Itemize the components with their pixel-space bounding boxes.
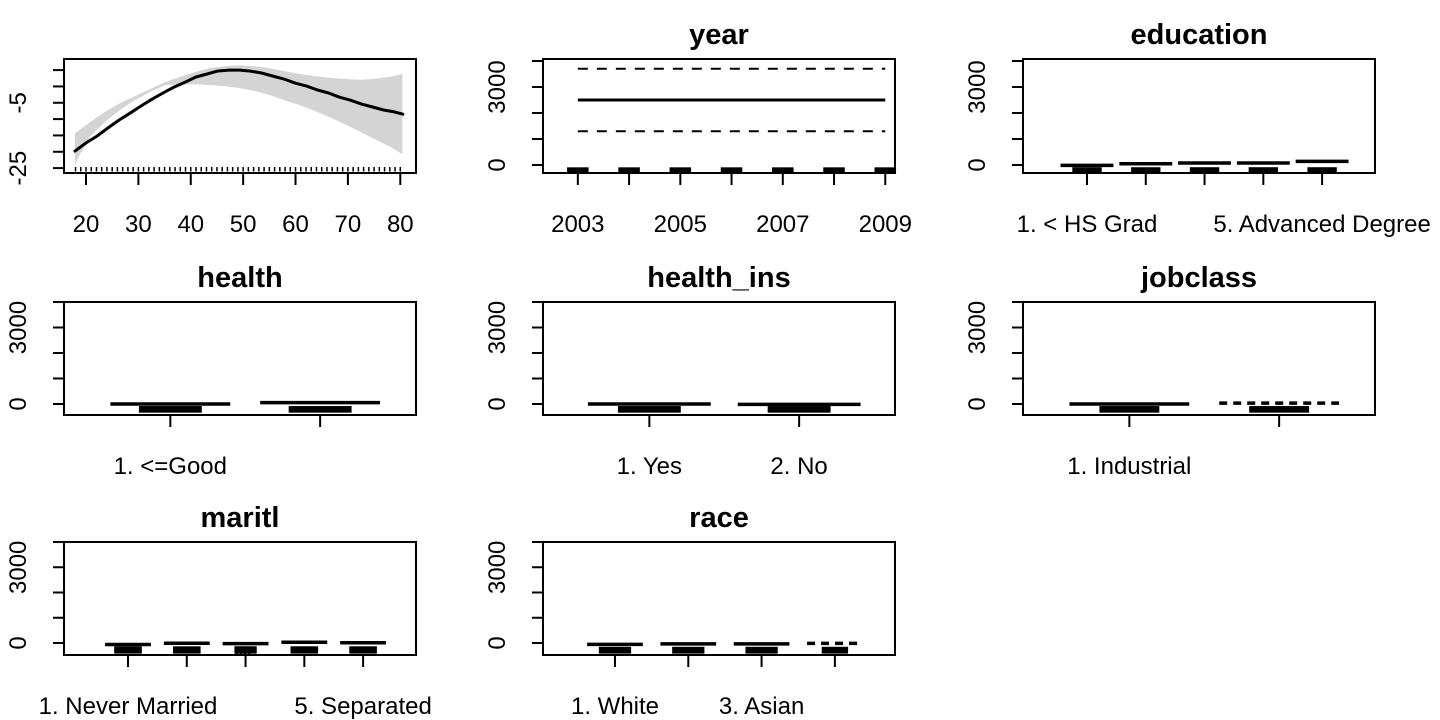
x-axis-tick-label: 80	[387, 211, 414, 238]
panel-year: 0 3000 2003 2005 2007 2009 year	[484, 19, 912, 238]
x-axis-tick-label: 1. Never Married	[39, 693, 218, 720]
x-axis-tick-label: 3. Asian	[719, 693, 804, 720]
panel-title: year	[689, 19, 749, 51]
y-axis-tick-label: -5	[5, 92, 32, 113]
y-axis-tick-label: 3000	[484, 301, 511, 354]
panel-jobclass: 0 3000 1. Industrial jobclass	[964, 262, 1376, 480]
panel-age: -5 -25 20 30 40 50 60 70 80	[5, 58, 417, 238]
panel-frame	[542, 541, 896, 656]
data-bar	[874, 167, 897, 173]
panel-frame	[63, 58, 417, 174]
category-box	[1189, 167, 1220, 174]
y-axis-tick-label: 0	[5, 636, 32, 649]
panel-frame	[63, 301, 417, 416]
panel-title: health_ins	[647, 262, 790, 294]
data-bar	[823, 167, 845, 173]
x-axis-tick-label: 40	[177, 211, 204, 238]
x-axis-tick-label: 20	[73, 211, 100, 238]
y-axis-tick-label: 3000	[5, 301, 32, 354]
panel-health_ins: 0 3000 1. Yes 2. No health_ins	[484, 262, 896, 480]
x-axis-tick-label: 1. White	[571, 693, 659, 720]
panel-education: 0 3000 1. < HS Grad 5. Advanced Degree educa…	[964, 19, 1431, 238]
category-box	[1248, 167, 1279, 174]
category-box	[745, 646, 778, 654]
data-bar	[669, 167, 692, 173]
y-axis-tick-label: -25	[5, 151, 32, 186]
category-box	[821, 646, 849, 654]
y-axis-tick-label: 0	[964, 158, 991, 171]
x-axis-tick-label: 1. Yes	[617, 453, 682, 480]
category-box	[1072, 167, 1102, 174]
panel-frame	[1022, 58, 1376, 174]
y-axis-tick-label: 3000	[5, 541, 32, 594]
category-box	[598, 646, 632, 654]
confidence-band	[75, 65, 403, 164]
category-box	[172, 646, 201, 654]
y-axis-tick-label: 0	[484, 636, 511, 649]
x-axis-tick-label: 5. Advanced Degree	[1213, 211, 1431, 238]
x-axis-tick-label: 2003	[551, 211, 604, 238]
panel-race: 0 3000 1. White 3. Asian race	[484, 502, 896, 720]
y-axis-tick-label: 0	[484, 158, 511, 171]
data-bar	[720, 167, 743, 173]
category-box	[617, 406, 681, 413]
x-axis-tick-label: 2. No	[770, 453, 827, 480]
panel-frame	[1022, 301, 1376, 416]
fit-curve	[73, 68, 405, 153]
y-axis-tick-label: 3000	[964, 301, 991, 354]
x-axis-tick-label: 1. Industrial	[1067, 453, 1191, 480]
category-box	[349, 646, 377, 654]
category-box	[672, 646, 705, 654]
category-box	[138, 406, 202, 413]
panel-maritl: 0 3000 1. Never Married 5. Separated maritl	[5, 502, 432, 720]
panel-title: health	[197, 262, 282, 294]
category-box	[767, 406, 831, 413]
x-axis-tick-label: 2005	[654, 211, 707, 238]
y-axis-tick-label: 3000	[964, 60, 991, 113]
panel-title: jobclass	[1140, 262, 1257, 294]
x-axis-tick-label: 50	[230, 211, 257, 238]
panel-title: maritl	[201, 502, 280, 534]
y-axis-tick-label: 0	[5, 397, 32, 410]
category-box	[114, 646, 142, 654]
panel-title: education	[1131, 19, 1268, 51]
data-bar	[772, 167, 794, 173]
x-axis-tick-label: 5. Separated	[294, 693, 431, 720]
y-axis-tick-label: 0	[484, 397, 511, 410]
y-axis-tick-label: 3000	[484, 60, 511, 113]
x-axis-tick-label: 2007	[756, 211, 809, 238]
category-box	[288, 406, 352, 413]
panel-health: 0 3000 1. <=Good health	[5, 262, 417, 480]
category-box	[290, 646, 319, 654]
panel-title: race	[689, 502, 749, 534]
panel-frame	[542, 58, 896, 174]
x-axis-tick-label: 70	[335, 211, 362, 238]
panel-frame	[542, 301, 896, 416]
data-bar	[567, 167, 589, 173]
y-axis-tick-label: 0	[964, 397, 991, 410]
x-axis-tick-label: 60	[282, 211, 309, 238]
category-box	[1131, 167, 1161, 174]
x-axis-tick-label: 2009	[859, 211, 912, 238]
x-axis-tick-label: 1. <=Good	[114, 453, 227, 480]
category-box	[1249, 406, 1310, 413]
data-bar	[618, 167, 640, 173]
panel-frame	[63, 541, 417, 656]
category-box	[1099, 406, 1160, 413]
y-axis-tick-label: 3000	[484, 541, 511, 594]
category-box	[1307, 167, 1337, 174]
x-axis-tick-label: 1. < HS Grad	[1017, 211, 1158, 238]
x-axis-tick-label: 30	[125, 211, 152, 238]
